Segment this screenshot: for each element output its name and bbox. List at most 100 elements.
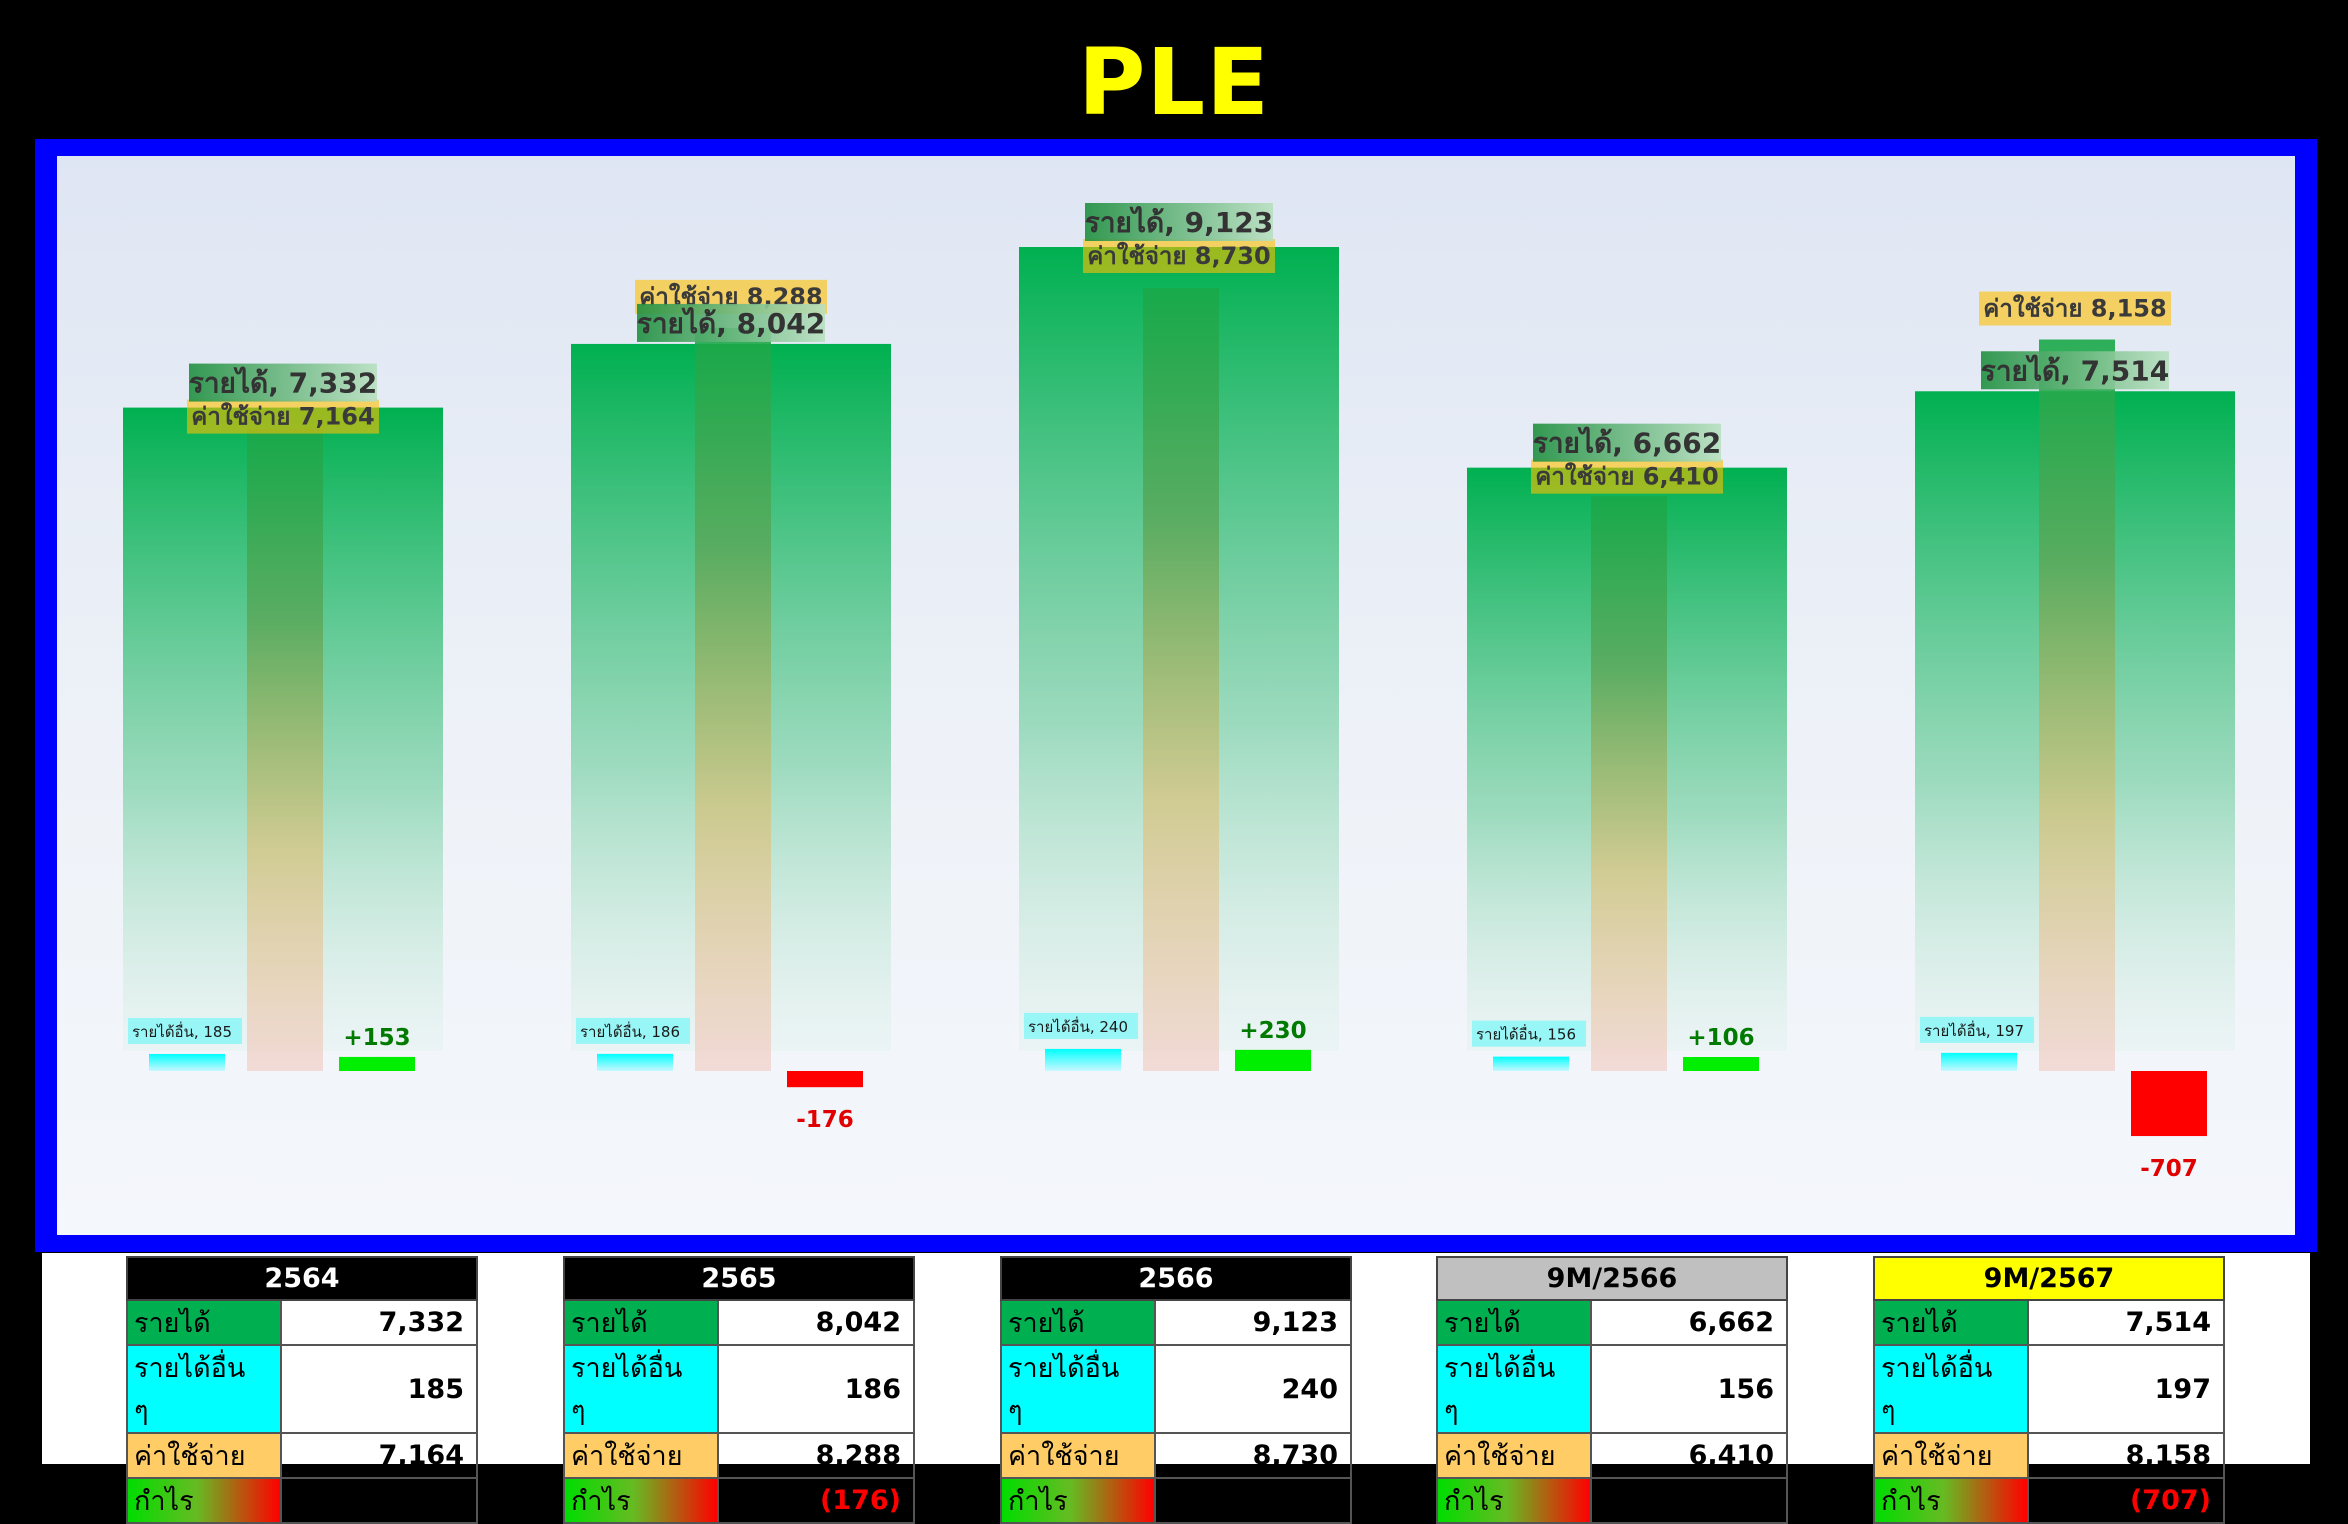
other-income-label: รายได้อื่น, 240: [1028, 1016, 1128, 1036]
other-income-bar: [149, 1053, 225, 1071]
profit-bar: [2131, 1071, 2207, 1137]
expense-label: ค่าใช้จ่าย 8,730: [1087, 241, 1270, 270]
revenue-label-bg: [189, 363, 377, 402]
revenue-label-bg: [1533, 423, 1721, 462]
row-value: 9,123: [1154, 1299, 1352, 1346]
profit-bar: [1683, 1057, 1759, 1071]
table-row: รายได้อื่น ๆ 240: [1000, 1344, 1352, 1434]
row-label: กำไร: [1873, 1477, 2029, 1524]
row-value: 7,332: [280, 1299, 478, 1346]
row-label: รายได้: [563, 1299, 719, 1346]
row-value: 8,288: [717, 1432, 915, 1479]
row-value: 8,042: [717, 1299, 915, 1346]
expense-label-bg: [187, 399, 379, 434]
expense-label: ค่าใช้จ่าย 7,164: [191, 402, 374, 431]
table-header: 2566: [1000, 1256, 1352, 1301]
expense-label: ค่าใช้จ่าย 8,158: [1983, 294, 2166, 323]
row-label: รายได้: [126, 1299, 282, 1346]
row-label: รายได้อื่น ๆ: [563, 1344, 719, 1434]
revenue-label: รายได้, 8,042: [637, 307, 825, 340]
revenue-label-bg: [1085, 203, 1273, 241]
row-value: 153: [280, 1477, 478, 1524]
profit-label: +153: [343, 1025, 410, 1051]
expense-bar: [695, 327, 771, 1071]
plot-area: +153 รายได้อื่น, 185 ค่าใช้จ่าย 7,164 รายได…: [57, 156, 2295, 1235]
row-label: ค่าใช้จ่าย: [126, 1432, 282, 1479]
row-label: รายได้อื่น ๆ: [1436, 1344, 1592, 1434]
row-value: 106: [1590, 1477, 1788, 1524]
row-value: 156: [1590, 1344, 1788, 1434]
other-income-label: รายได้อื่น, 186: [580, 1021, 680, 1041]
table-row: รายได้อื่น ๆ 186: [563, 1344, 915, 1434]
other-income-label: รายได้อื่น, 185: [132, 1021, 232, 1041]
table-row: กำไร (176): [563, 1477, 915, 1524]
revenue-label-bg: [637, 303, 825, 342]
table-row: กำไร (707): [1873, 1477, 2225, 1524]
row-value: (176): [717, 1477, 915, 1524]
revenue-label: รายได้, 6,662: [1533, 427, 1721, 460]
profit-bar: [787, 1071, 863, 1088]
row-label: ค่าใช้จ่าย: [1436, 1432, 1592, 1479]
expense-bar: [2039, 339, 2115, 1071]
other-income-bar: [1941, 1052, 2017, 1071]
row-label: รายได้อื่น ๆ: [126, 1344, 282, 1434]
other-income-bar: [1493, 1056, 1569, 1071]
row-value: 197: [2027, 1344, 2225, 1434]
table-header: 9M/2566: [1436, 1256, 1788, 1301]
row-value: 7,164: [280, 1432, 478, 1479]
expense-label-bg: [1979, 291, 2171, 326]
row-label: กำไร: [1000, 1477, 1156, 1524]
table-row: รายได้ 6,662: [1436, 1299, 1788, 1346]
table-row: ค่าใช้จ่าย 7,164: [126, 1432, 478, 1479]
profit-label: +106: [1687, 1025, 1754, 1051]
chart-frame: +153 รายได้อื่น, 185 ค่าใช้จ่าย 7,164 รายได…: [35, 139, 2317, 1252]
row-value: 230: [1154, 1477, 1352, 1524]
row-label: รายได้: [1000, 1299, 1156, 1346]
other-income-bar: [1045, 1048, 1121, 1071]
row-label: กำไร: [1436, 1477, 1592, 1524]
table-row: รายได้ 9,123: [1000, 1299, 1352, 1346]
row-label: ค่าใช้จ่าย: [1000, 1432, 1156, 1479]
row-value: 8,730: [1154, 1432, 1352, 1479]
table-header: 9M/2567: [1873, 1256, 2225, 1301]
row-value: 240: [1154, 1344, 1352, 1434]
page-title: PLE: [1078, 29, 1270, 136]
summary-table-2564: 2564 รายได้ 7,332 รายได้อื่น ๆ 185 ค่าใช้จ่าย…: [126, 1256, 478, 1524]
revenue-label: รายได้, 7,514: [1981, 354, 2169, 387]
expense-bar: [1591, 496, 1667, 1071]
other-income-label-bg: [1472, 1020, 1586, 1047]
table-header: 2564: [126, 1256, 478, 1301]
table-row: รายได้อื่น ๆ 185: [126, 1344, 478, 1434]
table-row: กำไร 230: [1000, 1477, 1352, 1524]
revenue-label-bg: [1981, 351, 2169, 390]
other-income-label-bg: [128, 1017, 242, 1044]
expense-bar: [1143, 288, 1219, 1071]
row-label: รายได้: [1873, 1299, 2029, 1346]
expense-bar: [247, 428, 323, 1072]
table-row: รายได้อื่น ๆ 197: [1873, 1344, 2225, 1434]
summary-table-9m-2566: 9M/2566 รายได้ 6,662 รายได้อื่น ๆ 156 ค่าใช้จ…: [1436, 1256, 1788, 1524]
row-label: รายได้: [1436, 1299, 1592, 1346]
row-label: กำไร: [126, 1477, 282, 1524]
other-income-label: รายได้อื่น, 197: [1924, 1020, 2024, 1040]
row-value: (707): [2027, 1477, 2225, 1524]
table-row: รายได้ 8,042: [563, 1299, 915, 1346]
profit-bar: [339, 1056, 415, 1071]
profit-label: -176: [796, 1107, 854, 1133]
row-value: 186: [717, 1344, 915, 1434]
row-value: 6,662: [1590, 1299, 1788, 1346]
table-row: รายได้ 7,514: [1873, 1299, 2225, 1346]
row-value: 6,410: [1590, 1432, 1788, 1479]
row-value: 7,514: [2027, 1299, 2225, 1346]
profit-label: +230: [1239, 1018, 1306, 1044]
table-row: กำไร 153: [126, 1477, 478, 1524]
other-income-label: รายได้อื่น, 156: [1476, 1024, 1576, 1044]
table-row: ค่าใช้จ่าย 6,410: [1436, 1432, 1788, 1479]
expense-label-bg: [1531, 459, 1723, 494]
expense-label: ค่าใช้จ่าย 6,410: [1535, 462, 1718, 491]
profit-bar: [1235, 1049, 1311, 1071]
summary-table-9m-2567: 9M/2567 รายได้ 7,514 รายได้อื่น ๆ 197 ค่าใช้จ…: [1873, 1256, 2225, 1524]
revenue-label: รายได้, 7,332: [189, 367, 377, 400]
other-income-bar: [597, 1053, 673, 1071]
